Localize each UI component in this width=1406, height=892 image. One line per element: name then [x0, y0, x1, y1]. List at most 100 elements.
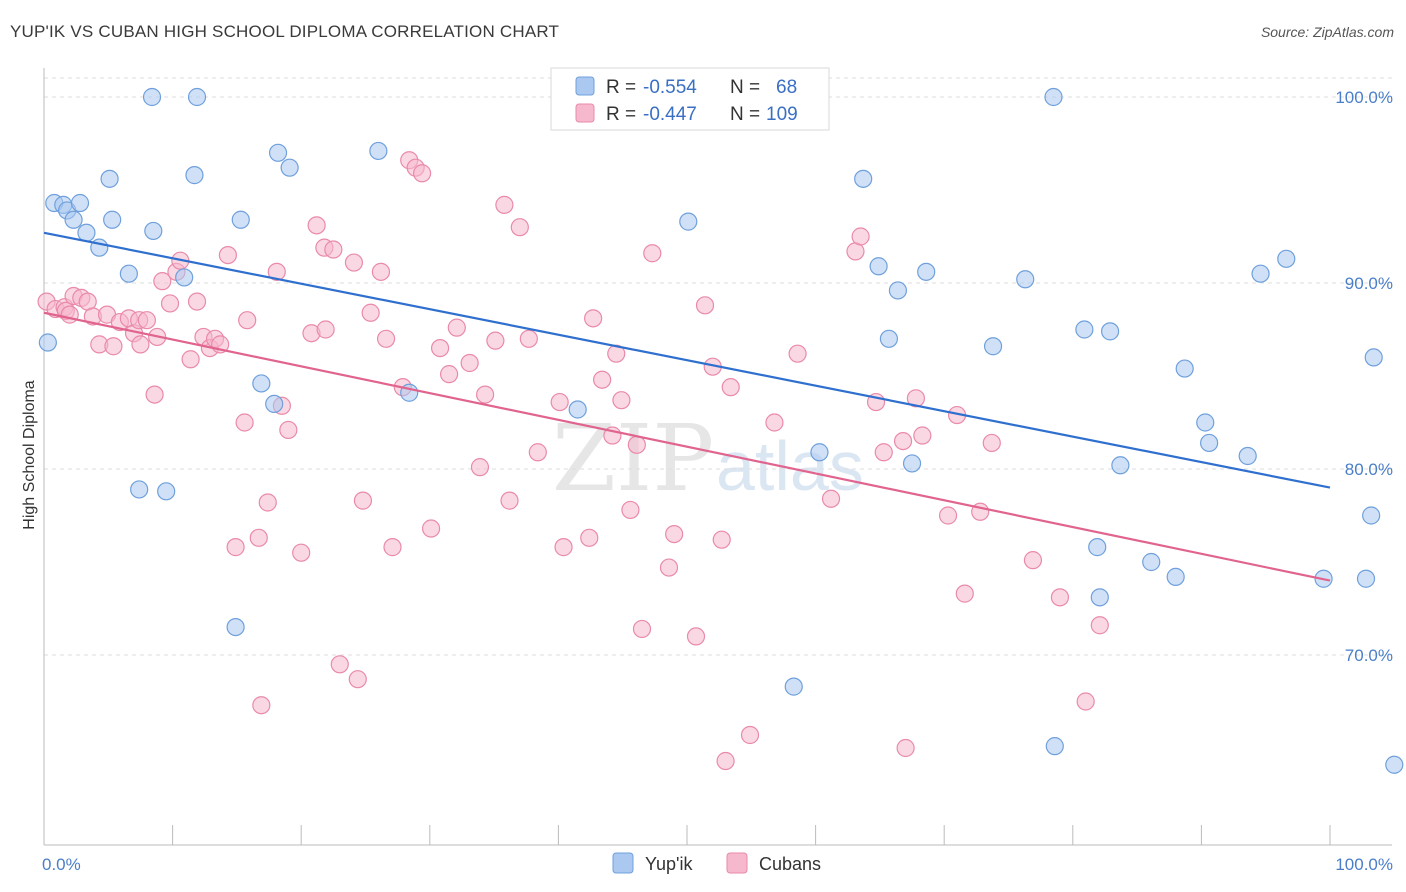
- yupik-point: [369, 141, 388, 161]
- yupik-point: [231, 210, 250, 229]
- yupik-point: [784, 677, 803, 696]
- yupik-point: [1196, 413, 1215, 432]
- bottom-legend-label-yupik: Yup'ik: [645, 854, 693, 874]
- cuban-point: [344, 253, 364, 272]
- cuban-point: [621, 500, 640, 520]
- cuban-point: [292, 543, 311, 562]
- yupik-point: [888, 281, 908, 300]
- cuban-point: [412, 164, 432, 183]
- cuban-point: [324, 240, 343, 259]
- x-tick-label: 100.0%: [1335, 855, 1393, 874]
- cuban-point: [500, 491, 519, 510]
- cuban-point: [447, 318, 466, 337]
- bottom-legend-swatch-cubans: [726, 852, 748, 874]
- yupik-point: [568, 400, 587, 419]
- watermark-zip: ZIP: [552, 405, 714, 512]
- x-tick-label: 0.0%: [42, 855, 81, 874]
- y-tick-label: 100.0%: [1335, 88, 1393, 107]
- cuban-point: [632, 619, 652, 639]
- yupik-point: [280, 158, 299, 177]
- cuban-point: [695, 296, 715, 315]
- cuban-point: [612, 391, 631, 410]
- cuban-point: [893, 432, 913, 451]
- cuban-point: [510, 218, 529, 237]
- cuban-point: [460, 353, 479, 373]
- yupik-point: [1016, 270, 1035, 289]
- cuban-point: [475, 385, 495, 404]
- yupik-point: [1166, 567, 1185, 586]
- cuban-point: [528, 443, 547, 462]
- cuban-point: [371, 262, 391, 281]
- legend-frame: [550, 67, 830, 131]
- cuban-point: [218, 246, 237, 265]
- yupik-point: [679, 212, 698, 231]
- legend-n-value-cubans: 109: [766, 104, 798, 125]
- yupik-point: [252, 374, 271, 393]
- cuban-point: [160, 294, 180, 313]
- cuban-point: [955, 584, 974, 603]
- source-label: Source: ZipAtlas.com: [1260, 24, 1394, 40]
- yupik-point: [1090, 588, 1109, 607]
- cuban-point: [131, 335, 150, 354]
- trend-lines: [43, 231, 1331, 582]
- legend-n-value-yupik: 68: [776, 77, 797, 98]
- cuban-point: [330, 655, 349, 674]
- cuban-point: [153, 272, 172, 291]
- yupik-point: [810, 443, 829, 462]
- cuban-point: [550, 392, 569, 412]
- yupik-point: [1044, 87, 1063, 107]
- yupik-point: [1200, 433, 1219, 453]
- legend-r-label-yupik: R =: [606, 77, 636, 98]
- yupik-point: [1142, 552, 1161, 572]
- cuban-point: [1090, 616, 1109, 635]
- yupik-point: [1356, 569, 1376, 588]
- cuban-point: [686, 627, 706, 646]
- cuban-point: [383, 538, 402, 557]
- yupik-point: [77, 223, 96, 242]
- cuban-point: [982, 433, 1001, 453]
- cuban-point: [765, 413, 784, 432]
- cuban-point: [740, 725, 760, 745]
- yupik-point: [187, 87, 207, 107]
- legend-n-label-yupik: N =: [730, 77, 760, 98]
- yupik-point: [103, 210, 122, 229]
- yupik-point: [1364, 348, 1383, 367]
- cuban-point: [874, 443, 893, 462]
- yupik-trend-line: [43, 231, 1331, 489]
- yupik-point: [142, 87, 162, 107]
- cuban-point: [279, 420, 298, 440]
- yupik-point: [38, 333, 57, 352]
- cuban-point: [145, 385, 164, 404]
- yupik-point: [917, 262, 936, 281]
- yupik-point: [983, 337, 1003, 356]
- yupik-point: [130, 480, 149, 499]
- cuban-point: [554, 538, 573, 557]
- yupik-point: [64, 210, 83, 229]
- cuban-point: [430, 339, 450, 358]
- legend-n-label-cubans: N =: [730, 104, 760, 125]
- data-points: [37, 87, 1404, 774]
- y-tick-label: 80.0%: [1345, 460, 1393, 479]
- yupik-point: [879, 329, 899, 348]
- cuban-point: [316, 320, 335, 339]
- yupik-point: [144, 221, 163, 241]
- cuban-point: [851, 227, 870, 246]
- yupik-point: [265, 394, 284, 413]
- cuban-point: [495, 195, 514, 214]
- cuban-point: [913, 426, 932, 445]
- cuban-point: [627, 435, 646, 454]
- yupik-point: [1045, 737, 1064, 756]
- yupik-point: [854, 169, 873, 188]
- cuban-point: [307, 216, 326, 235]
- bottom-legend-swatch-yupik: [612, 852, 634, 874]
- cuban-point: [187, 292, 207, 311]
- cuban-trend-line: [43, 311, 1331, 582]
- yupik-point: [1385, 755, 1404, 774]
- cuban-point: [659, 558, 679, 577]
- cuban-point: [258, 493, 277, 512]
- y-tick-label: 90.0%: [1345, 274, 1393, 293]
- yupik-point: [1075, 320, 1094, 339]
- cuban-point: [643, 244, 662, 263]
- legend-r-label-cubans: R =: [606, 104, 636, 125]
